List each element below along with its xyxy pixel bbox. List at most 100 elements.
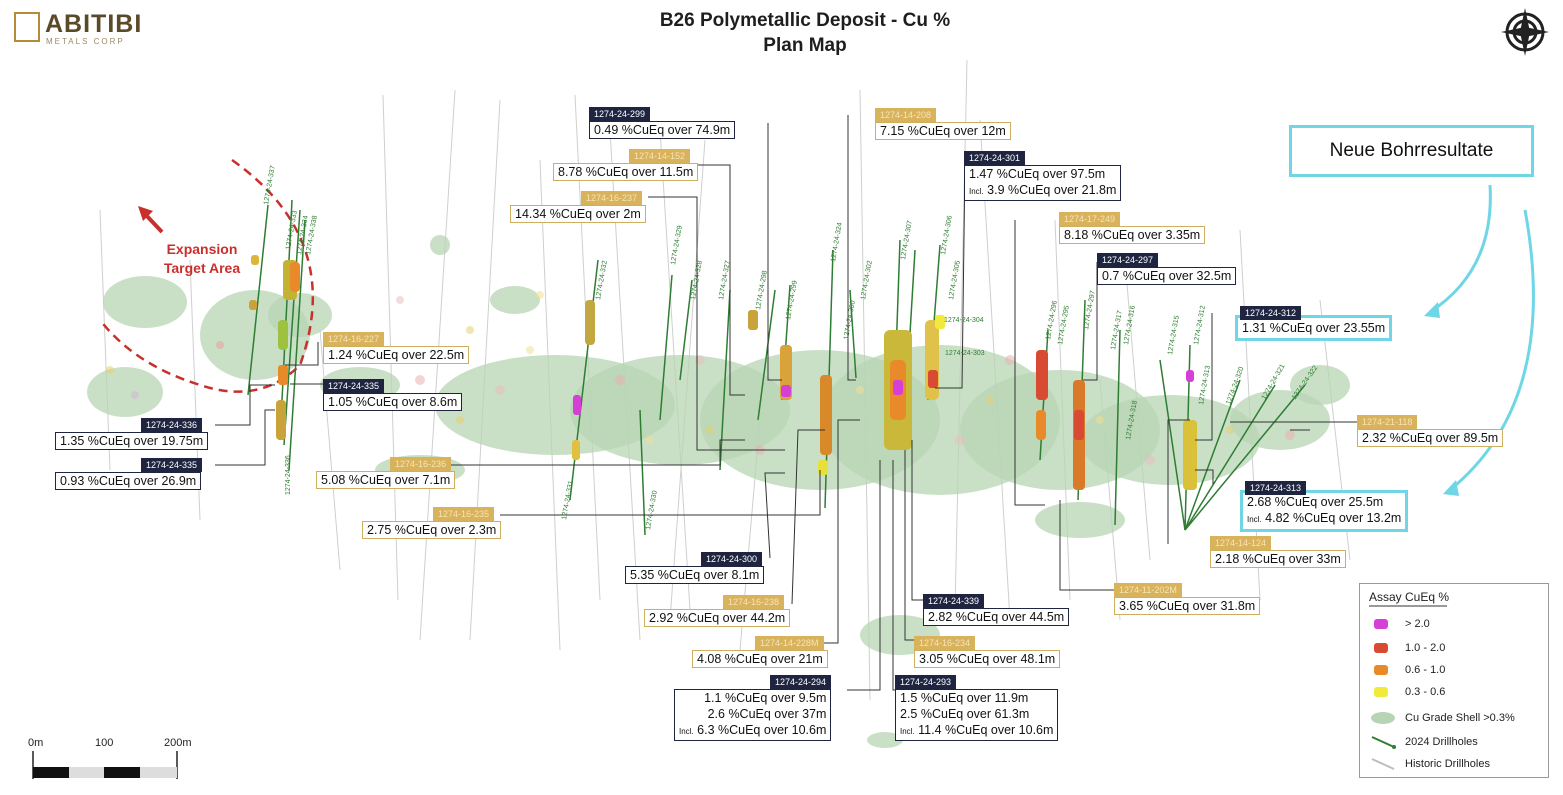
new-results-box: Neue Bohrresultate [1289, 125, 1534, 177]
drillhole-label: 1274-24-299 [785, 280, 799, 320]
callout-line: 3.65 %CuEq over 31.8m [1119, 599, 1256, 613]
callout-incl-line: Incl. 6.3 %CuEq over 10.6m [675, 722, 830, 740]
legend-label: > 2.0 [1405, 618, 1430, 630]
callout-hole-id: 1274-24-299 [589, 107, 651, 121]
assay-samples [249, 255, 1197, 490]
callout-1274-14-228m: 1274-14-228M 4.08 %CuEq over 21m [692, 636, 828, 668]
callout-1274-14-124: 1274-14-124 2.18 %CuEq over 33m [1210, 536, 1346, 568]
callout-1274-24-301: 1274-24-301 1.47 %CuEq over 97.5m Incl. … [964, 151, 1122, 201]
callout-1274-24-313: 1274-24-313 2.68 %CuEq over 25.5m Incl. … [1240, 481, 1409, 532]
legend-item-gt2: > 2.0 [1360, 615, 1548, 633]
callout-line: 0.7 %CuEq over 32.5m [1102, 269, 1232, 283]
callout-1274-24-293: 1274-24-293 1.5 %CuEq over 11.9m 2.5 %Cu… [895, 675, 1059, 741]
callout-hole-id: 1274-24-301 [964, 151, 1026, 165]
drillhole-label: 1274-24-304 [944, 317, 984, 324]
callout-line: 1.05 %CuEq over 8.6m [328, 395, 458, 409]
drillhole-label: 1274-24-316 [1123, 305, 1137, 345]
callout-hole-id: 1274-14-124 [1210, 536, 1272, 550]
drillhole-label: 1274-24-329 [670, 225, 684, 265]
legend-label: 2024 Drillholes [1405, 736, 1478, 748]
callout-1274-11-202m: 1274-11-202M 3.65 %CuEq over 31.8m [1114, 583, 1261, 615]
callout-incl-line: Incl. 3.9 %CuEq over 21.8m [965, 182, 1120, 200]
callout-1274-16-236: 1274-16-236 5.08 %CuEq over 7.1m [316, 457, 456, 489]
callout-hole-id: 1274-24-335 [141, 458, 203, 472]
title-line-1: B26 Polymetallic Deposit - Cu % [659, 10, 951, 31]
logo-mark-icon [14, 12, 40, 42]
callout-hole-id: 1274-17-249 [1059, 212, 1121, 226]
callout-line: 2.75 %CuEq over 2.3m [367, 523, 497, 537]
expansion-arc [99, 158, 314, 393]
drillhole-label: 1274-24-306 [940, 215, 954, 255]
legend-label: Cu Grade Shell >0.3% [1405, 712, 1515, 724]
cu-grade-shell [87, 235, 1350, 748]
callout-hole-id: 1274-24-313 [1245, 481, 1307, 495]
callout-line: 8.18 %CuEq over 3.35m [1064, 228, 1201, 242]
callout-hole-id: 1274-11-202M [1114, 583, 1182, 597]
callout-line: 5.08 %CuEq over 7.1m [321, 473, 451, 487]
legend-label: 0.6 - 1.0 [1405, 664, 1446, 676]
legend-item-0.3-0.6: 0.3 - 0.6 [1360, 683, 1548, 701]
callout-hole-id: 1274-16-235 [433, 507, 495, 521]
grade-shell-icon [1371, 712, 1395, 724]
expansion-arrowhead [138, 206, 153, 221]
callout-hole-id: 1274-16-236 [390, 457, 452, 471]
callout-line: 1.47 %CuEq over 97.5m [969, 167, 1106, 181]
callout-1274-24-297: 1274-24-297 0.7 %CuEq over 32.5m [1097, 253, 1237, 285]
callout-hole-id: 1274-21-118 [1357, 415, 1418, 429]
callout-line: 2.18 %CuEq over 33m [1215, 552, 1341, 566]
callout-line: 2.6 %CuEq over 37m [707, 707, 827, 721]
callout-1274-24-299: 1274-24-299 0.49 %CuEq over 74.9m [589, 107, 736, 139]
callout-line: 1.31 %CuEq over 23.55m [1242, 321, 1386, 335]
expansion-target-label: Expansion Target Area [142, 240, 262, 278]
callout-line: 0.93 %CuEq over 26.9m [60, 474, 197, 488]
scale-label-0: 0m [28, 737, 44, 749]
callout-hole-id: 1274-24-297 [1097, 253, 1159, 267]
legend-item-grade-shell: Cu Grade Shell >0.3% [1360, 709, 1548, 727]
callout-1274-16-237: 1274-16-237 14.34 %CuEq over 2m [510, 191, 646, 223]
callout-line: 2.68 %CuEq over 25.5m [1247, 495, 1384, 509]
callout-hole-id: 1274-16-238 [723, 595, 785, 609]
callout-hole-id: 1274-24-300 [701, 552, 763, 566]
logo-subtitle: METALS CORP [46, 37, 125, 46]
callout-1274-16-234: 1274-16-234 3.05 %CuEq over 48.1m [914, 636, 1061, 668]
callout-incl-line: Incl. 11.4 %CuEq over 10.6m [896, 722, 1057, 740]
callout-hole-id: 1274-16-237 [581, 191, 643, 205]
scale-label-200: 200m [164, 737, 192, 749]
historic-drillhole-icon [1371, 758, 1395, 770]
callout-line: 2.92 %CuEq over 44.2m [649, 611, 786, 625]
callout-1274-24-312: 1274-24-312 1.31 %CuEq over 23.55m [1235, 306, 1393, 341]
callout-line: 1.5 %CuEq over 11.9m [900, 691, 1029, 705]
logo-name: ABITIBI [45, 10, 143, 38]
callout-incl-line: Incl. 4.82 %CuEq over 13.2m [1243, 510, 1405, 528]
callout-line: 2.5 %CuEq over 61.3m [900, 707, 1030, 721]
legend-item-2024-drillholes: 2024 Drillholes [1360, 733, 1548, 751]
callout-1274-16-227: 1274-16-227 1.24 %CuEq over 22.5m [323, 332, 470, 364]
company-logo: ABITIBI METALS CORP [14, 10, 174, 46]
drillhole-label: 1274-24-313 [1198, 365, 1212, 405]
drillhole-label: 1274-24-298 [755, 270, 769, 310]
drillhole-label: 1274-24-331 [561, 480, 575, 520]
legend-label: 0.3 - 0.6 [1405, 686, 1446, 698]
arrowhead-313 [1443, 480, 1459, 496]
legend-item-1-2: 1.0 - 2.0 [1360, 639, 1548, 657]
drillhole-label: 1274-24-317 [1110, 310, 1124, 350]
callout-hole-id: 1274-24-339 [923, 594, 985, 608]
drillhole-label: 1274-24-337 [263, 165, 277, 205]
callout-line: 7.15 %CuEq over 12m [880, 124, 1006, 138]
callout-leaders [215, 115, 1358, 691]
drillhole-label: 1274-24-330 [645, 490, 659, 530]
callout-1274-17-249: 1274-17-249 8.18 %CuEq over 3.35m [1059, 212, 1206, 244]
title-line-2: Plan Map [763, 35, 847, 56]
north-arrow-icon [1501, 8, 1549, 56]
legend-title: Assay CuEq % [1369, 590, 1450, 604]
legend-item-0.6-1: 0.6 - 1.0 [1360, 661, 1548, 679]
callout-line: 8.78 %CuEq over 11.5m [558, 165, 694, 179]
drillhole-label: 1274-24-324 [830, 222, 844, 262]
incl-value: 3.9 %CuEq over 21.8m [987, 183, 1117, 197]
legend-label: Historic Drillholes [1405, 758, 1490, 770]
drillhole-label: 1274-24-307 [900, 220, 914, 260]
callout-1274-24-339: 1274-24-339 2.82 %CuEq over 44.5m [923, 594, 1070, 626]
callout-1274-14-208: 1274-14-208 7.15 %CuEq over 12m [875, 108, 1011, 140]
drillhole-label: 1274-24-300 [843, 300, 857, 340]
